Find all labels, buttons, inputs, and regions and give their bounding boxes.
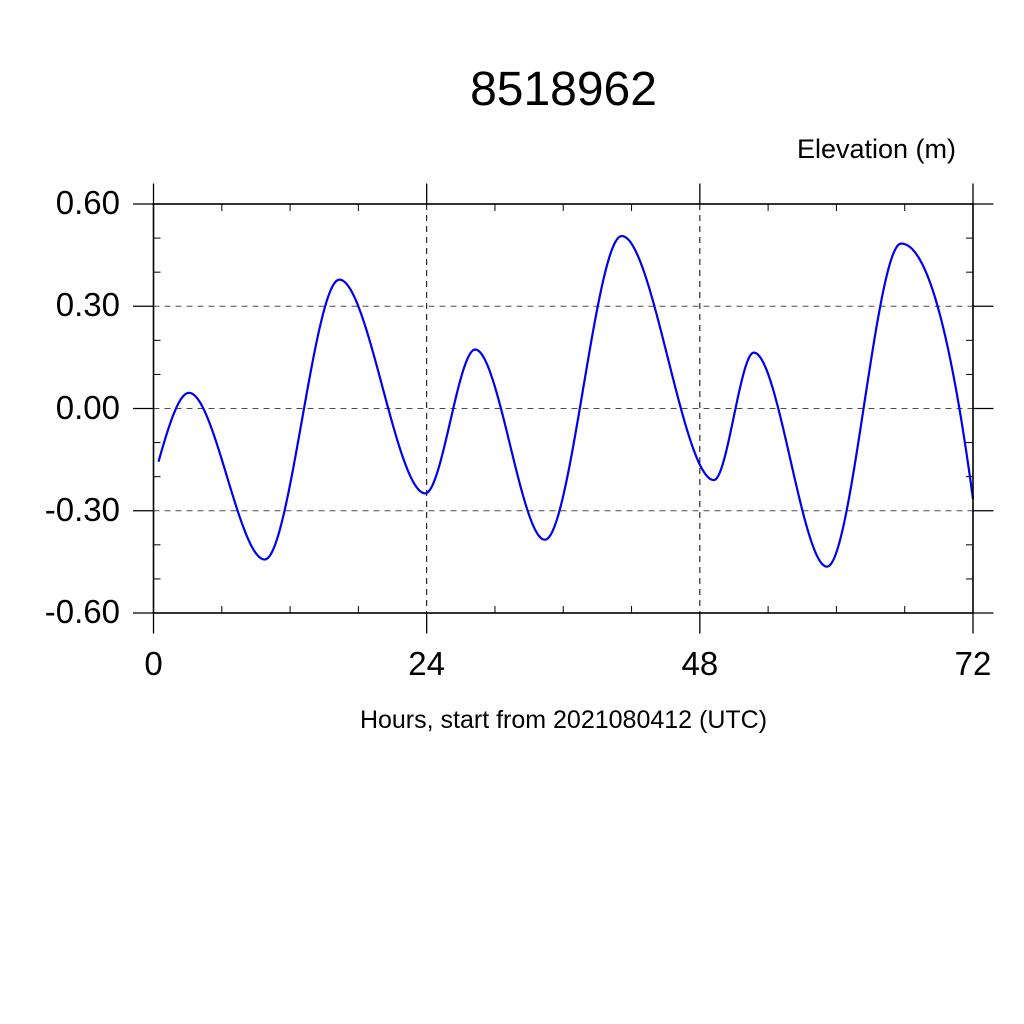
- svg-text:48: 48: [681, 645, 718, 682]
- svg-text:-0.60: -0.60: [45, 593, 120, 630]
- svg-text:0: 0: [144, 645, 162, 682]
- svg-text:-0.30: -0.30: [45, 491, 120, 528]
- svg-text:0.30: 0.30: [56, 286, 120, 323]
- svg-text:0.60: 0.60: [56, 184, 120, 221]
- svg-text:24: 24: [408, 645, 445, 682]
- svg-text:72: 72: [955, 645, 992, 682]
- svg-text:0.00: 0.00: [56, 389, 120, 426]
